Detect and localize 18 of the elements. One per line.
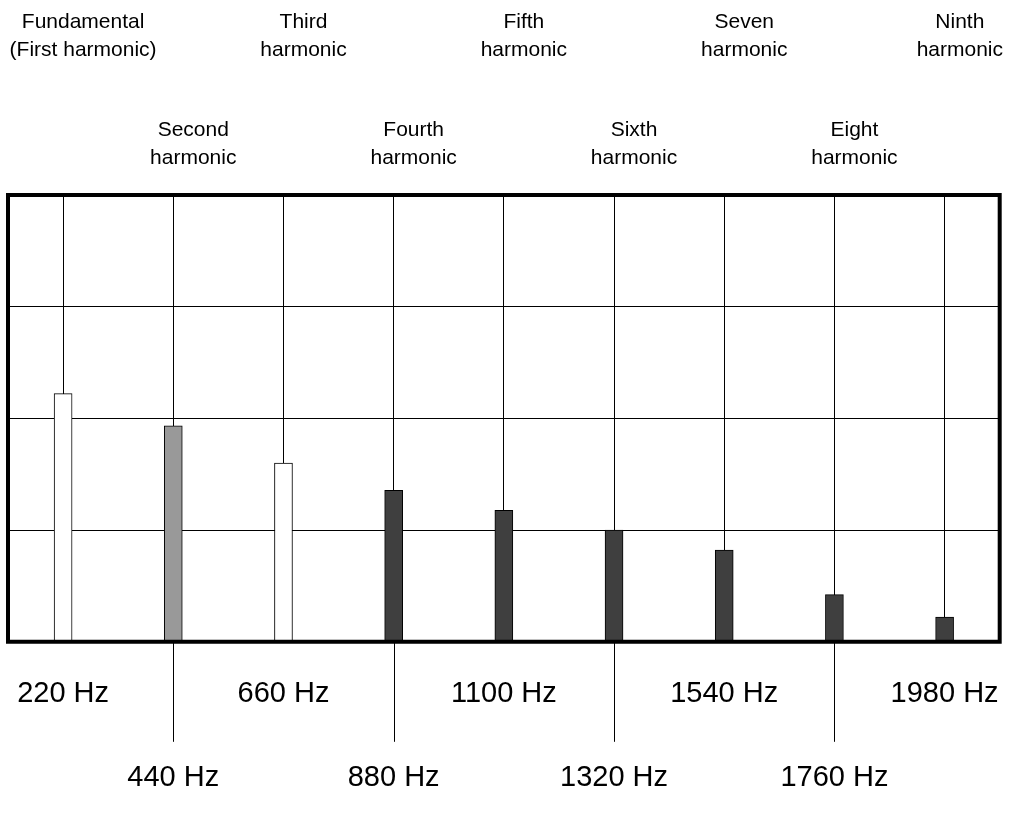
text: Fifth harmonic: [480, 8, 568, 60]
text: Fourth harmonic: [370, 116, 457, 168]
text: Third harmonic: [260, 8, 347, 60]
x-tick-label: 1100 Hz: [450, 675, 557, 708]
text: Sixth harmonic: [590, 116, 678, 168]
text: Ninth harmonic: [916, 8, 1003, 60]
x-tick-label: 1980 Hz: [890, 675, 999, 708]
x-tick-label: 220 Hz: [17, 675, 110, 708]
text: Eight harmonic: [811, 116, 898, 168]
x-tick-label: 1320 Hz: [560, 759, 669, 792]
x-tick-label: 660 Hz: [237, 675, 330, 708]
text: Fundamental (First harmonic): [9, 8, 157, 60]
x-tick-label: 880 Hz: [347, 759, 440, 792]
text: Seven harmonic: [701, 8, 788, 60]
x-tick-label: 440 Hz: [127, 759, 220, 792]
x-tick-label: 1540 Hz: [670, 675, 779, 708]
text: Second harmonic: [150, 116, 237, 168]
x-tick-label: 1760 Hz: [780, 759, 889, 792]
